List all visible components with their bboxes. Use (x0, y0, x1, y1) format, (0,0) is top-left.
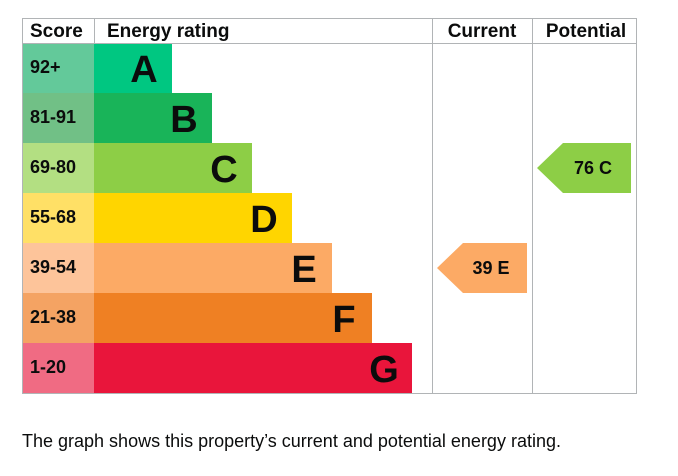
score-cell-f (22, 293, 94, 343)
rating-bar-d (94, 193, 292, 243)
grid-layer (22, 18, 637, 394)
header-score: Score (30, 21, 83, 42)
score-cell-a (22, 43, 94, 93)
header-energy-rating: Energy rating (107, 21, 229, 42)
rating-letter-f: F (332, 299, 355, 341)
potential-rating-arrow (537, 143, 631, 193)
potential-rating-label: 76 C (574, 158, 612, 178)
bands-layer: 92+ A 81-91 B 69-80 C 55-68 D 39-54 E 21-38 F 1-20 G (22, 43, 412, 393)
score-label-a: 92+ (30, 57, 61, 77)
header-potential: Potential (546, 21, 626, 42)
current-rating-label: 39 E (472, 258, 509, 278)
rating-letter-a: A (130, 49, 157, 91)
score-label-f: 21-38 (30, 307, 76, 327)
rating-bar-e (94, 243, 332, 293)
score-cell-d (22, 193, 94, 243)
chart-caption: The graph shows this property’s current … (22, 431, 561, 451)
energy-rating-chart: 92+ A81-91 B69-80 C55-68 D39-54 E21-38 F1-20 G … (22, 18, 637, 394)
rating-letter-g: G (369, 349, 399, 391)
rating-bar-c (94, 143, 252, 193)
score-label-c: 69-80 (30, 157, 76, 177)
score-cell-b (22, 93, 94, 143)
score-cell-g (22, 343, 94, 393)
rating-letter-c: C (210, 149, 237, 191)
current-rating-arrow (437, 243, 527, 293)
rating-bar-g (94, 343, 412, 393)
score-cell-e (22, 243, 94, 293)
rating-bar-f (94, 293, 372, 343)
rating-bar-b (94, 93, 212, 143)
score-label-g: 1-20 (30, 357, 66, 377)
score-cell-c (22, 143, 94, 193)
rating-bar-a (94, 43, 172, 93)
header-current: Current (448, 21, 517, 42)
score-label-d: 55-68 (30, 207, 76, 227)
rating-letter-e: E (291, 249, 316, 291)
chart-border (22, 18, 637, 394)
score-label-e: 39-54 (30, 257, 76, 277)
score-label-b: 81-91 (30, 107, 76, 127)
rating-letter-d: D (250, 199, 277, 241)
indicator-layer: 39 E 76 C (437, 143, 631, 293)
rating-letter-b: B (170, 99, 197, 141)
